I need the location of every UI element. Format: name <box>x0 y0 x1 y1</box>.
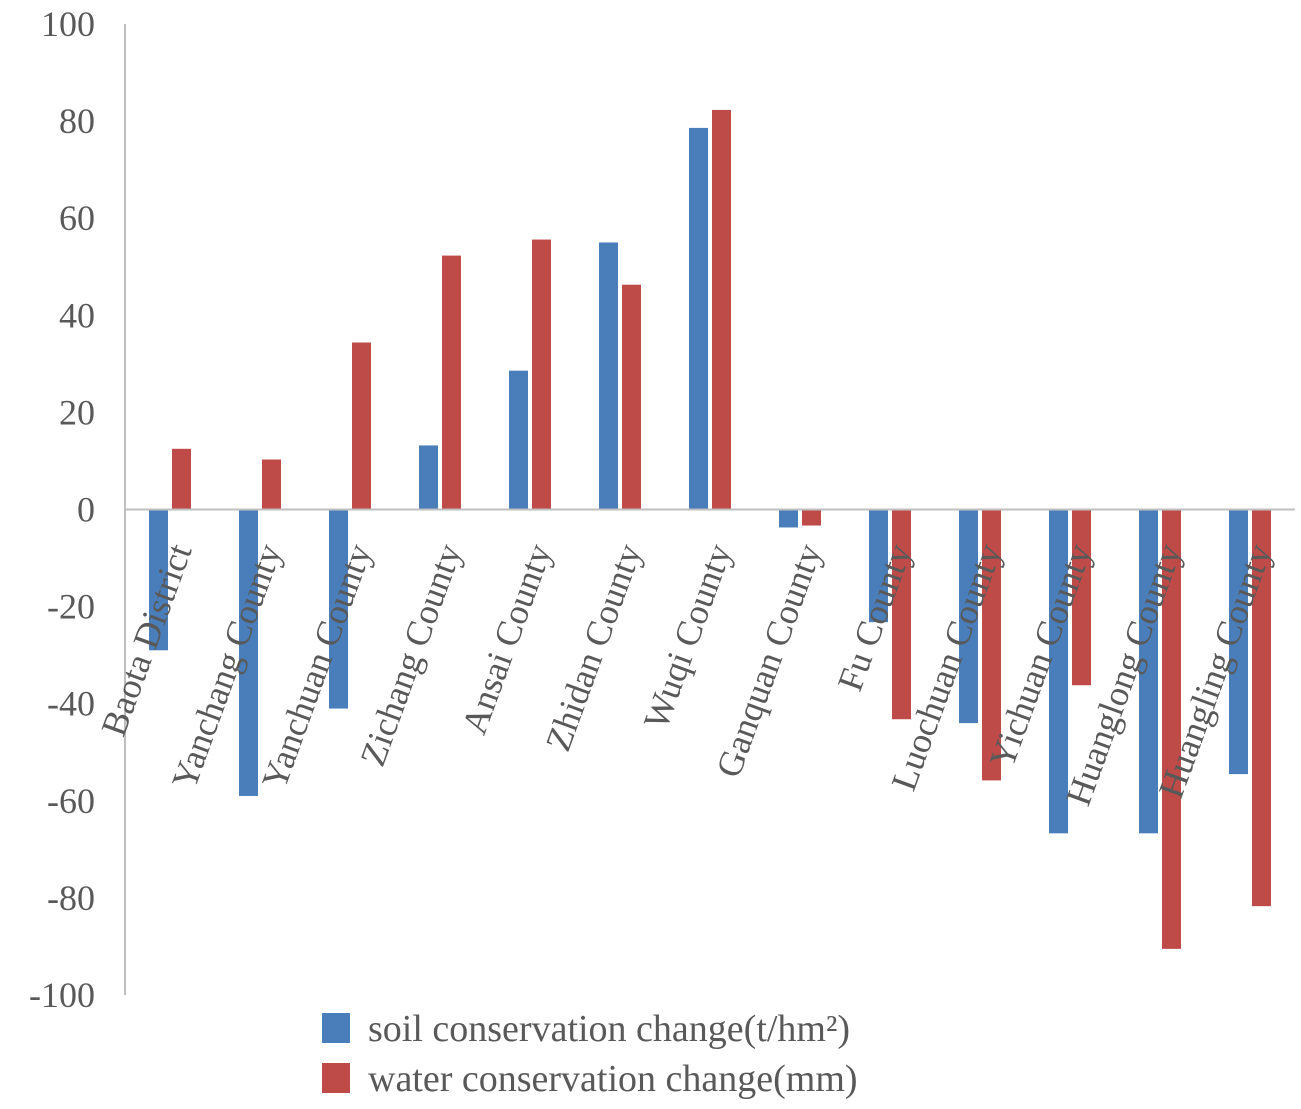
legend-label: soil conservation change(t/hm²) <box>368 1008 850 1050</box>
y-tick-label: 40 <box>59 295 95 335</box>
bar-soil <box>509 370 528 510</box>
bar-soil <box>1229 509 1248 775</box>
bar-soil <box>419 445 438 510</box>
y-tick-label: 60 <box>59 198 95 238</box>
y-tick-label: -60 <box>47 781 95 821</box>
y-tick-label: -40 <box>47 684 95 724</box>
x-tick-label: Baota District <box>93 539 199 742</box>
bar-water <box>1252 509 1271 907</box>
y-tick-label: 80 <box>59 101 95 141</box>
bar-water <box>1162 509 1181 949</box>
legend-swatch <box>322 1013 350 1043</box>
bar-water <box>892 509 911 720</box>
x-tick-label: Wuqi County <box>636 539 740 735</box>
bar-soil <box>869 509 888 623</box>
bar-water <box>442 255 461 510</box>
bar-water <box>802 509 821 526</box>
y-tick-label: 0 <box>77 490 95 530</box>
y-tick-label: 100 <box>41 4 95 44</box>
bar-water <box>622 284 641 510</box>
y-tick-label: -100 <box>29 975 95 1015</box>
bars <box>149 109 1271 949</box>
x-tick-label: Zhidan County <box>538 539 650 757</box>
y-tick-label: 20 <box>59 392 95 432</box>
bar-water <box>532 239 551 510</box>
bar-soil <box>599 242 618 510</box>
bar-water <box>352 342 371 510</box>
bar-water <box>172 448 191 510</box>
bar-water <box>982 509 1001 781</box>
bar-water <box>712 109 731 510</box>
bar-soil <box>239 509 258 796</box>
bar-soil <box>779 509 798 528</box>
x-tick-label: Ansai County <box>454 539 560 740</box>
y-axis-ticks: 100 80 60 40 20 0 -20 -40 -60 -80 -100 <box>29 4 95 1015</box>
bar-soil <box>1139 509 1158 834</box>
bar-soil <box>149 509 168 651</box>
bar-soil <box>1049 509 1068 834</box>
legend-label: water conservation change(mm) <box>368 1058 858 1100</box>
y-tick-label: -20 <box>47 587 95 627</box>
bar-water <box>1072 509 1091 686</box>
bar-soil <box>329 509 348 709</box>
bar-water <box>262 459 281 510</box>
bar-soil <box>959 509 978 724</box>
y-tick-label: -80 <box>47 878 95 918</box>
bar-soil <box>689 127 708 510</box>
legend: soil conservation change(t/hm²) water con… <box>322 1008 858 1100</box>
legend-swatch <box>322 1063 350 1093</box>
